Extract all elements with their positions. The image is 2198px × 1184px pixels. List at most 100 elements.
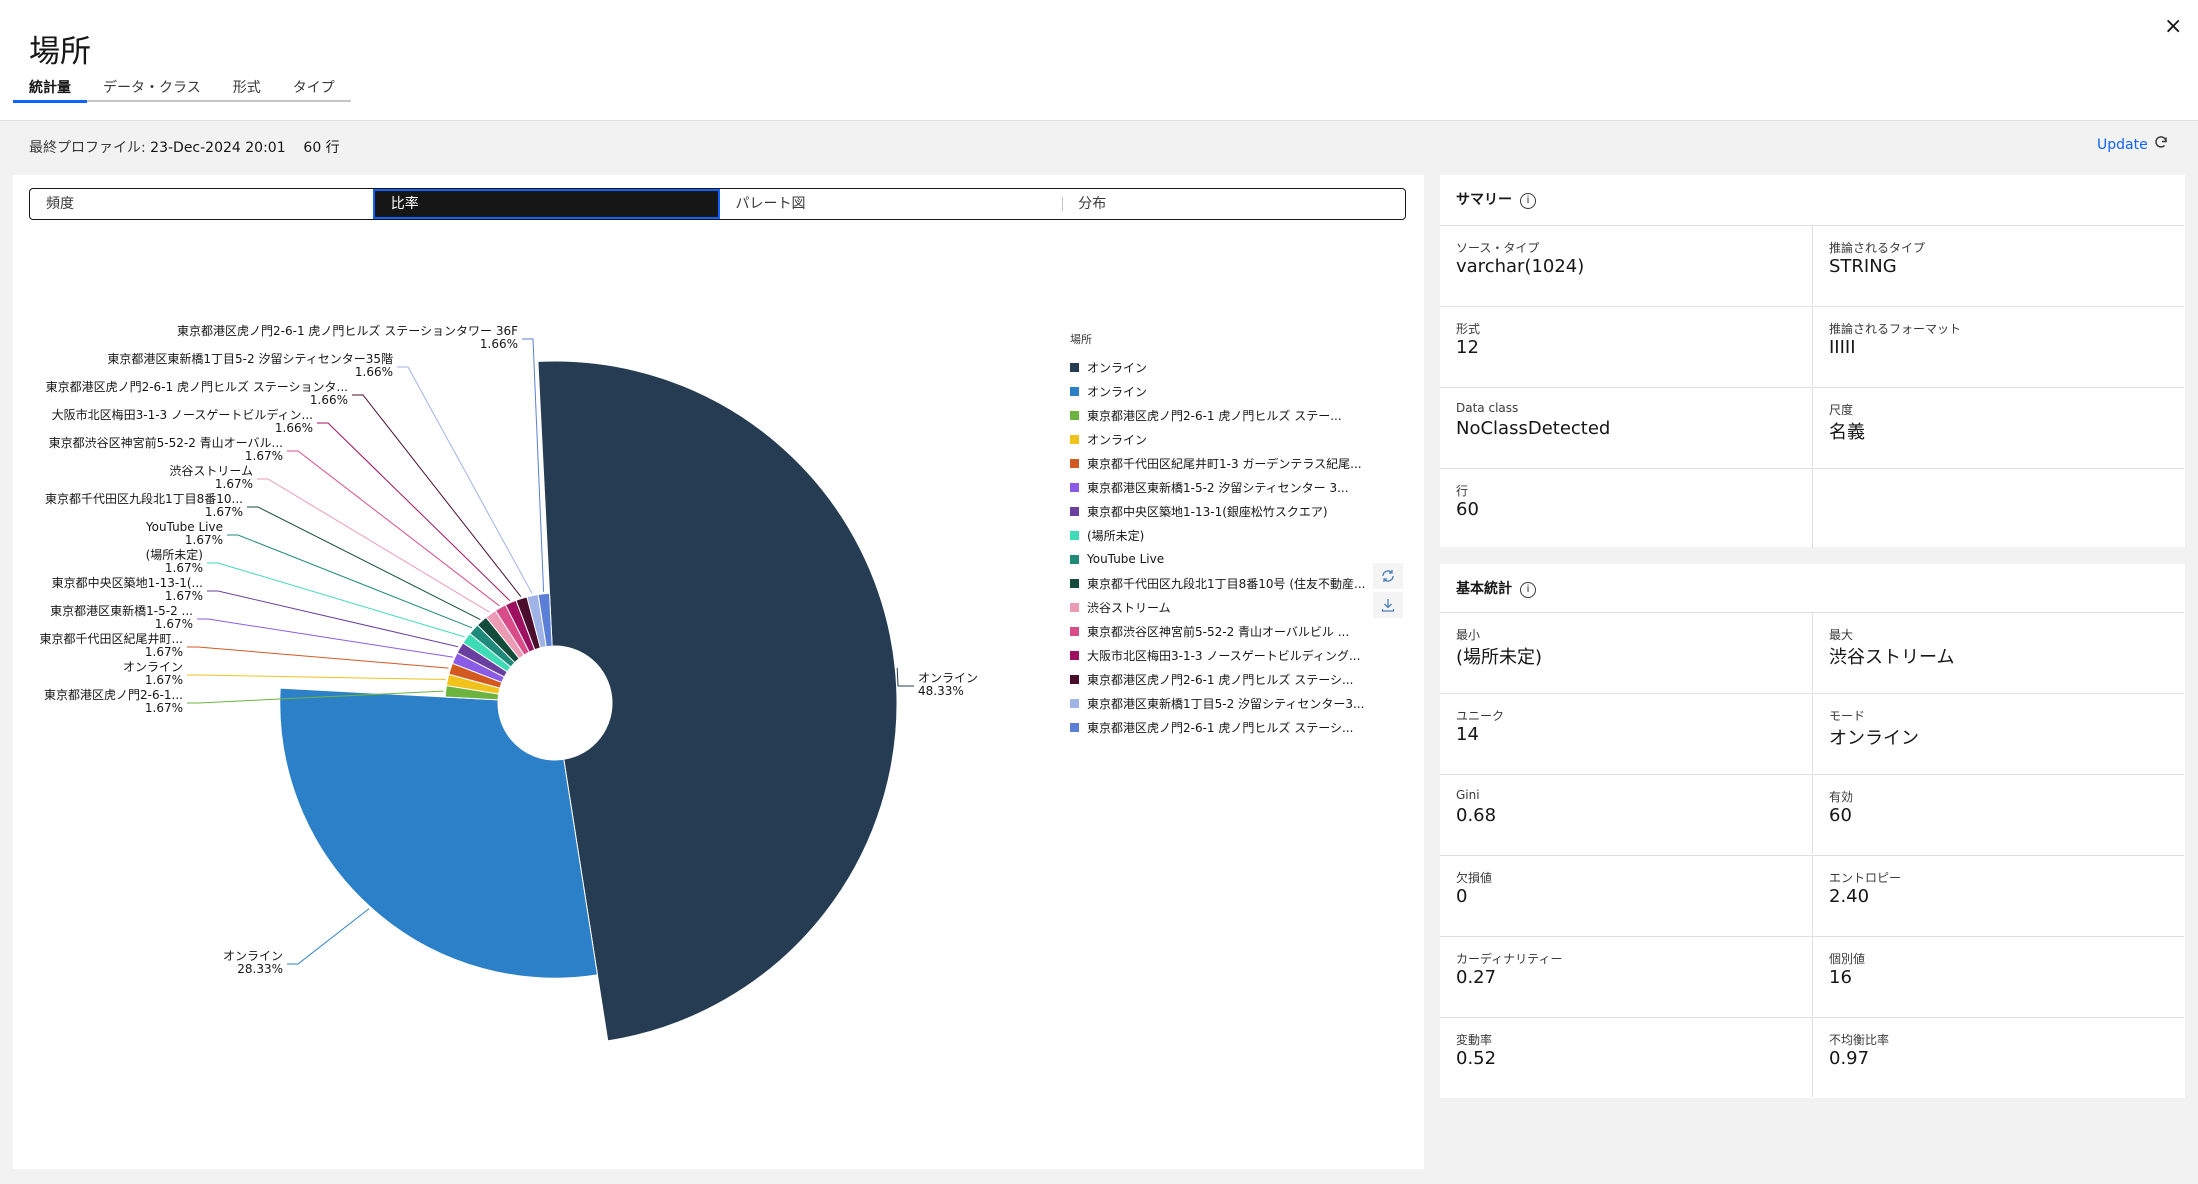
stat-cell: モード オンライン xyxy=(1812,693,2184,773)
legend-item[interactable]: 大阪市北区梅田3-1-3 ノースゲートビルディング... xyxy=(1070,643,1370,667)
slice-percent: 1.67% xyxy=(185,533,223,547)
legend-item[interactable]: 東京都千代田区九段北1丁目8番10号 (住友不動産... xyxy=(1070,571,1370,595)
stat-value: IIIII xyxy=(1829,337,1856,358)
profile-label: 最終プロファイル: xyxy=(29,140,151,156)
legend-swatch xyxy=(1070,602,1079,612)
legend-swatch xyxy=(1070,410,1079,420)
stat-value: 名義 xyxy=(1829,422,1865,443)
slice-percent: 1.66% xyxy=(480,337,518,351)
legend-swatch xyxy=(1070,530,1079,540)
row-count: 60 行 xyxy=(303,140,340,156)
info-icon[interactable]: i xyxy=(1520,193,1536,209)
legend-item[interactable]: オンライン xyxy=(1070,427,1370,451)
close-icon[interactable]: × xyxy=(2164,14,2183,39)
stat-cell: カーディナリティー 0.27 xyxy=(1440,936,1812,1016)
profile-info: 最終プロファイル: 23-Dec-2024 20:01 60 行 xyxy=(29,137,340,157)
stat-label: 推論されるフォーマット xyxy=(1829,322,1962,336)
switch-pareto[interactable]: パレート図 xyxy=(735,196,806,212)
legend-item[interactable]: オンライン xyxy=(1070,355,1370,379)
pie-slice[interactable] xyxy=(537,360,898,1042)
slice-percent: 1.67% xyxy=(165,589,203,603)
legend-item[interactable]: 東京都港区虎ノ門2-6-1 虎ノ門ヒルズ ステーシ... xyxy=(1070,715,1370,739)
legend-label: オンライン xyxy=(1087,360,1148,375)
summary-title: サマリー i xyxy=(1456,189,1536,209)
info-icon[interactable]: i xyxy=(1520,582,1536,598)
stat-cell: ユニーク 14 xyxy=(1440,693,1812,773)
legend-item[interactable]: YouTube Live xyxy=(1070,547,1370,571)
legend-item[interactable]: 東京都渋谷区神宮前5-52-2 青山オーバルビル ... xyxy=(1070,619,1370,643)
legend-swatch xyxy=(1070,722,1079,732)
legend-label: 大阪市北区梅田3-1-3 ノースゲートビルディング... xyxy=(1087,648,1361,663)
stat-label: 尺度 xyxy=(1829,403,1854,417)
legend-item[interactable]: 東京都港区東新橋1-5-2 汐留シティセンター 3... xyxy=(1070,475,1370,499)
legend-item[interactable]: 東京都港区虎ノ門2-6-1 虎ノ門ヒルズ ステーシ... xyxy=(1070,667,1370,691)
label-line xyxy=(397,366,533,594)
slice-label: オンライン xyxy=(223,949,283,963)
header-bar: 場所 × 統計量 データ・クラス 形式 タイプ xyxy=(0,0,2198,121)
slice-label: 大阪市北区梅田3-1-3 ノースゲートビルディン... xyxy=(52,407,313,422)
tab-format[interactable]: 形式 xyxy=(232,80,261,96)
pie-slice[interactable] xyxy=(537,592,553,648)
slice-label: 東京都港区東新橋1丁目5-2 汐留シティセンター35階 xyxy=(107,351,393,366)
stat-value: STRING xyxy=(1829,256,1897,277)
tab-data-class[interactable]: データ・クラス xyxy=(103,80,201,96)
slice-percent: 1.67% xyxy=(145,701,183,715)
legend-label: 東京都港区虎ノ門2-6-1 虎ノ門ヒルズ ステーシ... xyxy=(1087,720,1354,735)
stat-label: エントロピー xyxy=(1829,871,1902,885)
switch-distribution[interactable]: 分布 xyxy=(1062,189,1405,219)
stat-value: 0.68 xyxy=(1456,805,1497,826)
stat-label: 個別値 xyxy=(1829,952,1866,966)
label-line xyxy=(197,618,453,658)
legend-label: 東京都港区虎ノ門2-6-1 虎ノ門ヒルズ ステー... xyxy=(1087,408,1342,423)
label-line xyxy=(317,422,511,602)
switch-frequency[interactable]: 頻度 xyxy=(46,196,74,212)
legend-label: オンライン xyxy=(1087,432,1148,447)
stat-label: 推論されるタイプ xyxy=(1829,241,1926,255)
pie-chart: オンライン48.33%オンライン28.33%東京都港区虎ノ門2-6-1...1.… xyxy=(40,323,978,1042)
stat-value: 0.27 xyxy=(1456,967,1497,988)
legend-item[interactable]: オンライン xyxy=(1070,379,1370,403)
label-line xyxy=(287,908,370,965)
update-link[interactable]: Update xyxy=(2097,137,2148,153)
legend-label: オンライン xyxy=(1087,384,1148,399)
label-line xyxy=(227,534,473,629)
label-line xyxy=(207,590,459,648)
stats-title: 基本統計 i xyxy=(1456,578,1536,598)
legend-swatch xyxy=(1070,554,1079,564)
reset-zoom-button[interactable] xyxy=(1373,563,1403,589)
legend-title: 場所 xyxy=(1070,333,1092,346)
stat-label: 最小 xyxy=(1456,628,1481,642)
legend-item[interactable]: 東京都千代田区紀尾井町1-3 ガーデンテラス紀尾... xyxy=(1070,451,1370,475)
slice-percent: 1.67% xyxy=(205,505,243,519)
download-button[interactable] xyxy=(1373,592,1403,618)
slice-label: オンライン xyxy=(123,660,183,674)
stat-cell: 形式 12 xyxy=(1440,306,1812,386)
legend-swatch xyxy=(1070,506,1079,516)
slice-label: 東京都千代田区紀尾井町... xyxy=(40,632,183,646)
legend-item[interactable]: 東京都中央区築地1-13-1(銀座松竹スクエア) xyxy=(1070,499,1370,523)
legend-item[interactable]: 東京都港区東新橋1丁目5-2 汐留シティセンター3... xyxy=(1070,691,1370,715)
stat-cell: 個別値 16 xyxy=(1812,936,2184,1016)
stat-label: モード xyxy=(1829,709,1866,723)
stat-label: 行 xyxy=(1456,484,1469,498)
legend-item[interactable]: 渋谷ストリーム xyxy=(1070,595,1370,619)
stat-label: 形式 xyxy=(1456,322,1481,336)
legend-item[interactable]: 東京都港区虎ノ門2-6-1 虎ノ門ヒルズ ステー... xyxy=(1070,403,1370,427)
legend-swatch xyxy=(1070,650,1079,660)
reset-icon xyxy=(1382,570,1394,582)
stat-cell: 尺度 名義 xyxy=(1812,387,2184,467)
slice-label: YouTube Live xyxy=(145,520,223,534)
tab-type[interactable]: タイプ xyxy=(292,80,335,96)
pie-slice[interactable] xyxy=(279,687,599,979)
stat-label: 変動率 xyxy=(1456,1033,1493,1047)
chart-legend: 場所 オンライン オンライン 東京都港区虎ノ門2-6-1 虎ノ門ヒルズ ステー...… xyxy=(1070,331,1370,739)
label-line xyxy=(247,506,481,620)
summary-card: サマリー i ソース・タイプ varchar(1024) 推論されるタイプ STRING… xyxy=(1440,175,2185,548)
stat-label: Gini xyxy=(1456,788,1480,802)
tab-statistics[interactable]: 統計量 xyxy=(13,79,87,103)
label-line xyxy=(522,338,545,592)
switch-ratio[interactable]: 比率 xyxy=(372,189,720,219)
stat-value: 14 xyxy=(1456,724,1479,745)
refresh-icon[interactable] xyxy=(2153,134,2169,150)
legend-item[interactable]: (場所未定) xyxy=(1070,523,1370,547)
